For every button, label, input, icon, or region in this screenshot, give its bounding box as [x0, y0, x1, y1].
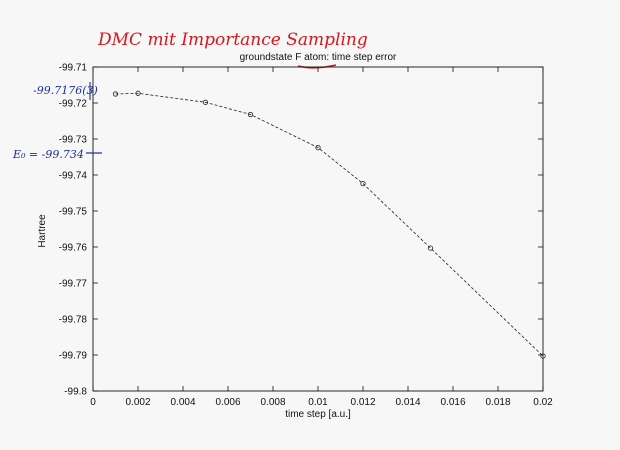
handwritten-value-note: -99.7176(3) — [33, 84, 98, 97]
y-tick-label: -99.8 — [64, 387, 87, 398]
handwritten-energy-note: E₀ = -99.734 — [12, 148, 84, 161]
y-tick-label: -99.76 — [59, 243, 88, 254]
x-tick-label: 0.006 — [215, 397, 240, 408]
y-tick-label: -99.79 — [59, 351, 88, 362]
x-axis-label: time step [a.u.] — [285, 409, 351, 420]
data-point — [247, 111, 254, 118]
data-point — [540, 353, 546, 359]
series-points — [112, 90, 546, 359]
plot-frame — [92, 66, 544, 392]
y-tick-label: -99.75 — [59, 207, 88, 218]
x-tick-label: 0.012 — [350, 397, 375, 408]
data-point — [202, 99, 209, 105]
x-tick-label: 0.004 — [170, 397, 195, 408]
x-tick-label: 0.014 — [395, 397, 420, 408]
y-tick-label: -99.72 — [59, 99, 88, 110]
x-tick-label: 0.018 — [485, 397, 510, 408]
y-tick-label: -99.73 — [59, 135, 88, 146]
x-tick-label: 0.016 — [440, 397, 465, 408]
y-axis: -99.71 -99.72 -99.73 -99.74 -99.75 -99.76 -99.… — [59, 63, 543, 398]
y-tick-label: -99.71 — [59, 63, 88, 74]
chart-title: groundstate F atom: time step error — [240, 52, 397, 63]
y-tick-label: -99.78 — [59, 315, 88, 326]
data-point — [360, 181, 366, 187]
data-point — [112, 91, 119, 97]
x-tick-label: 0.02 — [533, 397, 553, 408]
data-point — [427, 245, 434, 251]
series-line — [115, 92, 544, 357]
x-tick-label: 0.01 — [308, 397, 328, 408]
y-axis-label: Hartree — [37, 214, 48, 248]
x-tick-label: 0.002 — [125, 397, 150, 408]
data-point — [135, 90, 141, 96]
handwritten-heading: DMC mit Importance Sampling — [97, 30, 368, 50]
y-tick-label: -99.74 — [59, 171, 88, 182]
data-point — [315, 145, 321, 151]
x-tick-label: 0 — [90, 397, 96, 408]
y-tick-label: -99.77 — [59, 279, 88, 290]
x-axis: 0 0.002 0.004 0.006 0.008 0.01 0.012 0.014 0.016… — [90, 67, 553, 408]
x-tick-label: 0.008 — [260, 397, 285, 408]
